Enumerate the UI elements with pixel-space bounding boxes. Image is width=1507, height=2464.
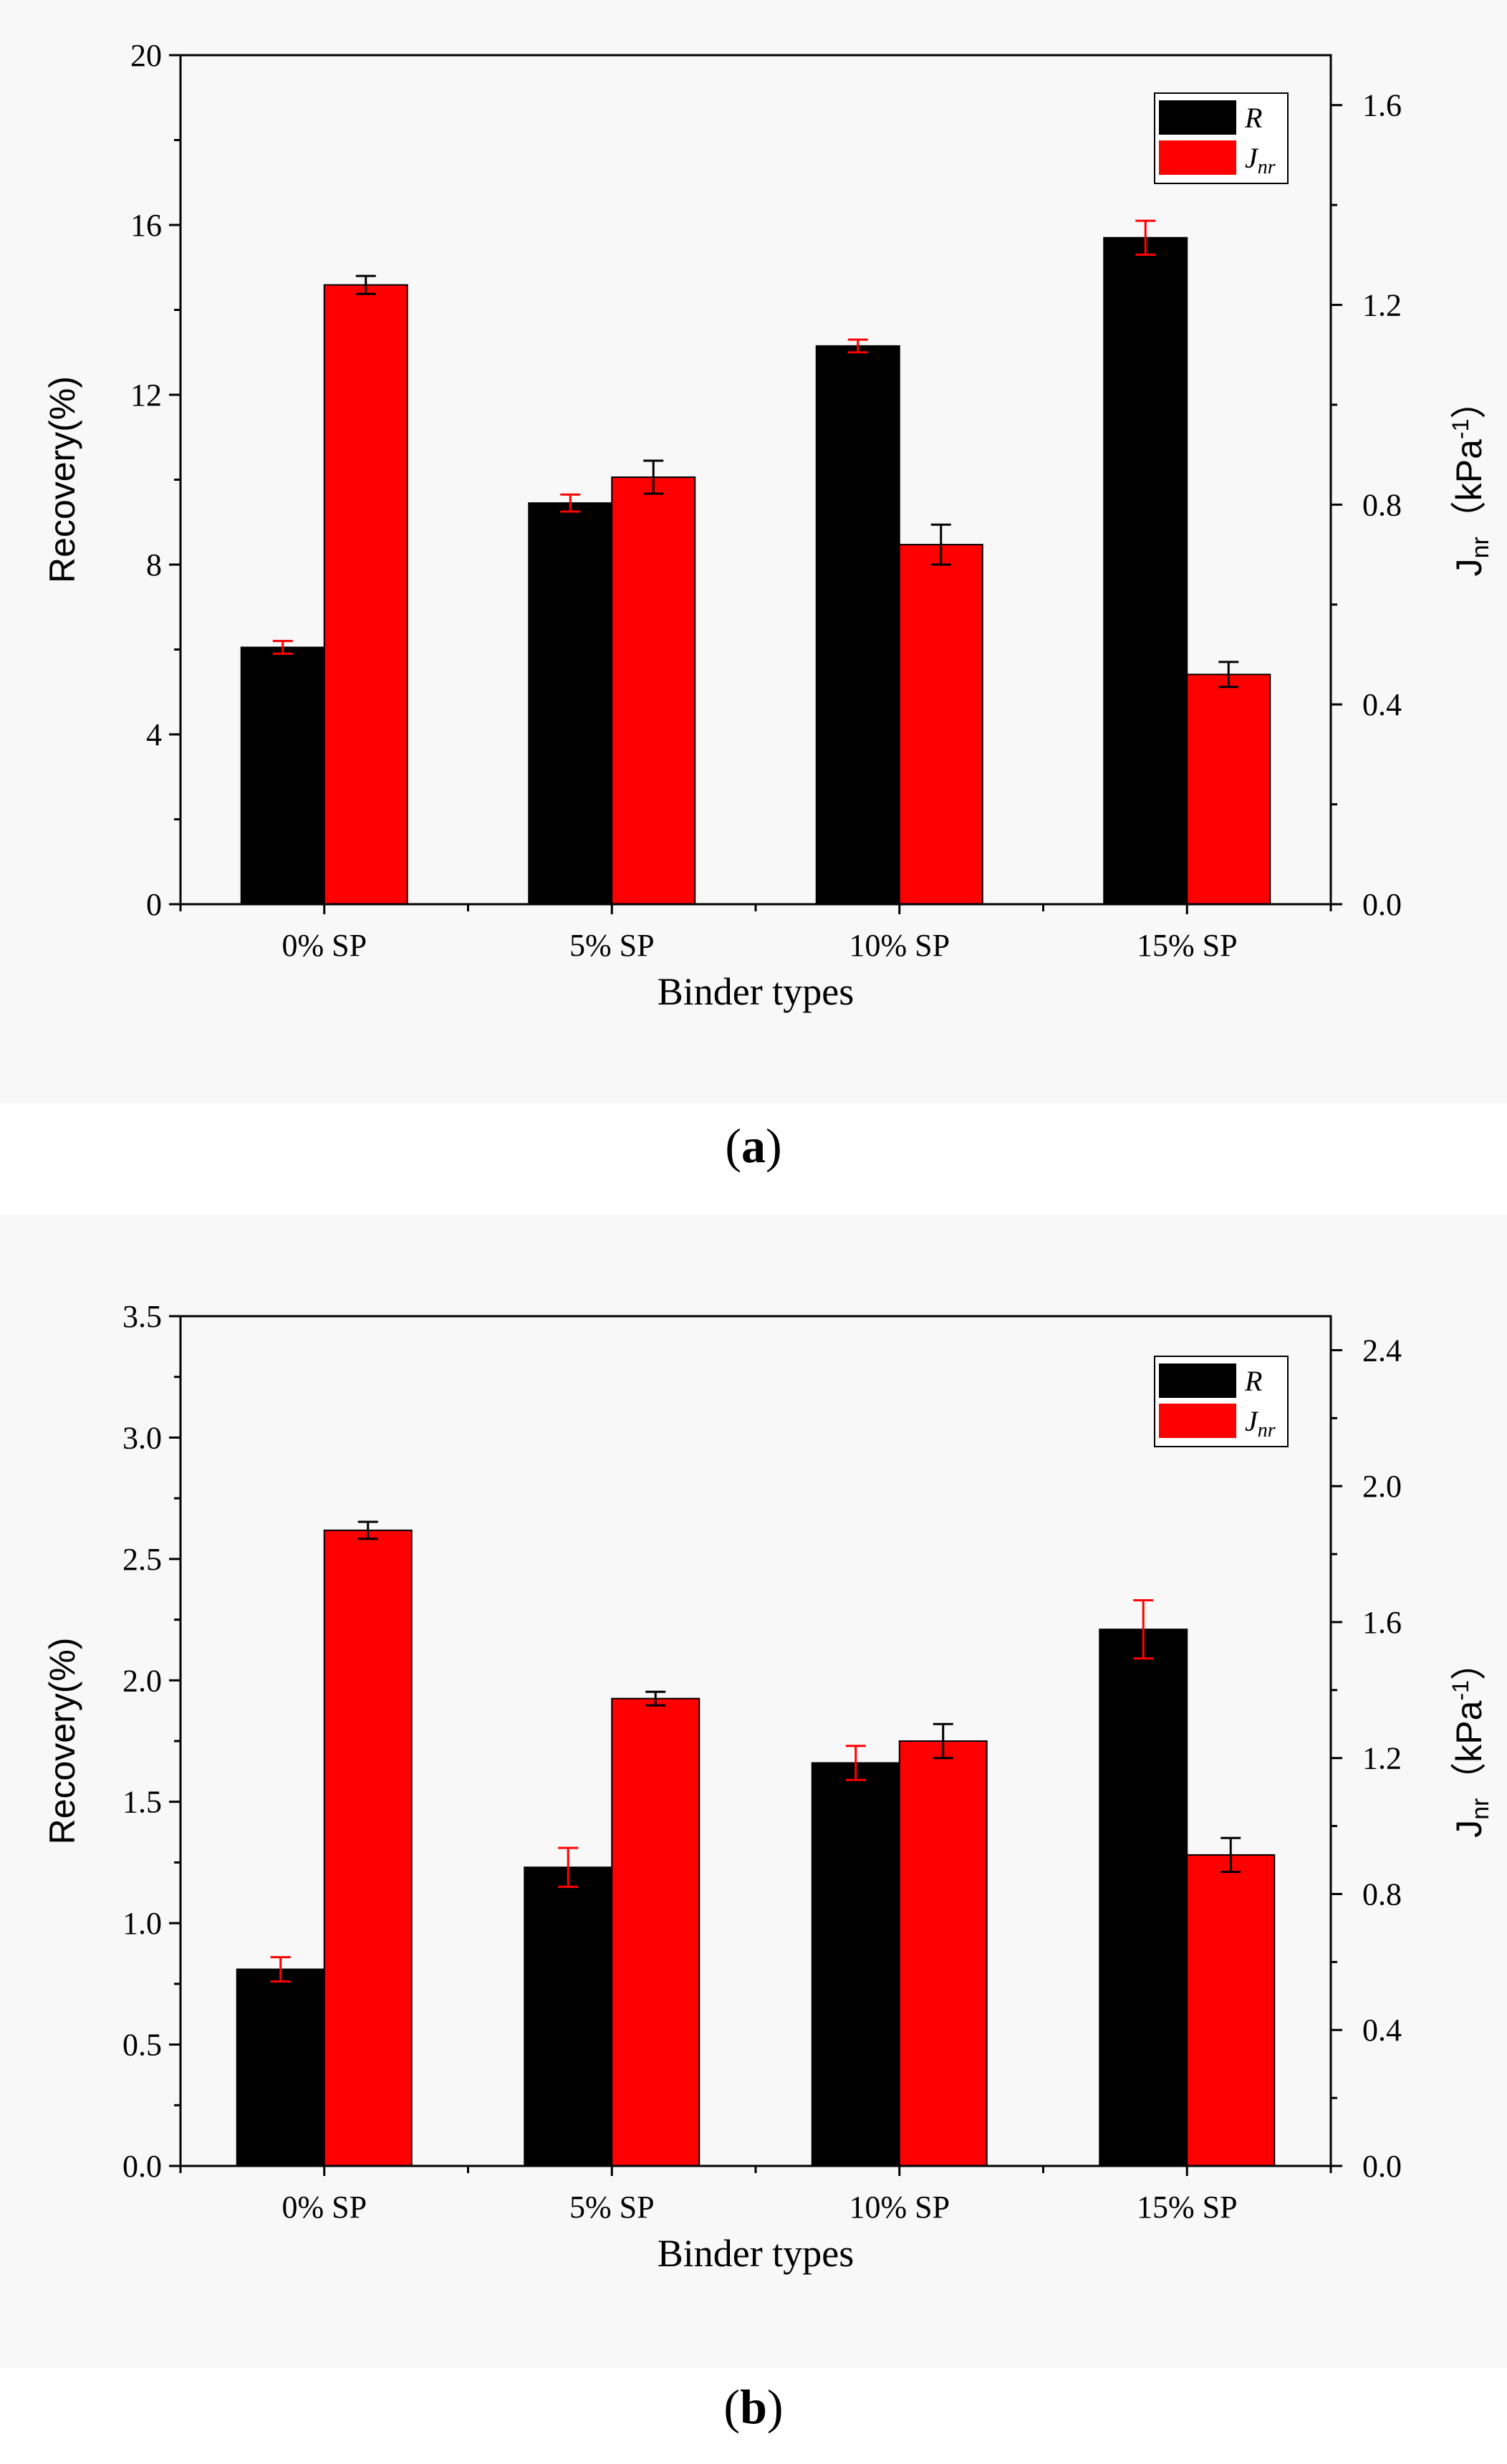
y-left-tick-label-2: 1.0 <box>122 1906 162 1941</box>
caption-a-letter: a <box>741 1118 766 1173</box>
bar-jnr-3 <box>1186 1854 1276 2167</box>
chart-b: 0% SP 5% SP 10% SP 15% SP 0.0 0.5 1.0 1.5 2.0 2.5… <box>42 1299 1494 2275</box>
y-left-tick-label-4: 2.0 <box>122 1663 162 1698</box>
x-tick-label-3: 15% SP <box>1137 2190 1238 2225</box>
y-right-axis-title: Jnr（kPa-1） <box>1448 383 1494 577</box>
legend-label-jnr-main: J <box>1245 1405 1259 1437</box>
bar-jnr-2 <box>898 1740 988 2167</box>
y-right-tick-label-2: 0.8 <box>1362 1876 1402 1912</box>
legend-label-r: R <box>1244 102 1262 134</box>
y-right-axis-title: Jnr（kPa-1） <box>1448 1644 1494 1838</box>
bar-r-0 <box>236 1968 325 2167</box>
y-right-axis-title-main: J <box>1449 1820 1489 1838</box>
y-left-tick-label-5: 2.5 <box>122 1542 162 1577</box>
legend-swatch-r <box>1159 1363 1236 1398</box>
y-right-axis-title-sup: -1 <box>1448 419 1473 439</box>
legend-label-jnr-sub: nr <box>1258 1419 1276 1442</box>
y-right-tick-label-4: 1.6 <box>1362 88 1402 123</box>
caption-a: (a) <box>725 1118 782 1173</box>
y-left-axis-title: Recovery(%) <box>42 376 82 583</box>
caption-b-letter: b <box>740 2379 767 2434</box>
chart-a: 0% SP 5% SP 10% SP 15% SP 0 4 8 12 16 20 0.0 0.4 0.8… <box>42 38 1494 1013</box>
x-tick-label-3: 15% SP <box>1137 928 1238 963</box>
y-right-tick-label-6: 2.4 <box>1362 1333 1402 1368</box>
y-right-tick-label-0: 0.0 <box>1362 2149 1402 2184</box>
x-tick-label-2: 10% SP <box>849 2190 950 2225</box>
y-right-tick-label-2: 0.8 <box>1362 487 1402 522</box>
y-right-axis-title-sub: nr <box>1467 537 1494 558</box>
legend-label-jnr-main: J <box>1245 142 1259 174</box>
caption-b: (b) <box>723 2379 784 2434</box>
y-left-tick-label-0: 0 <box>146 887 162 922</box>
y-right-axis-title-sup: -1 <box>1448 1680 1473 1700</box>
bar-jnr-0 <box>323 284 408 906</box>
y-right-axis-title-unit: （kPa <box>1449 439 1489 537</box>
x-axis-title: Binder types <box>658 2232 854 2275</box>
legend-label-jnr: Jnr <box>1245 1405 1276 1442</box>
y-right-tick-label-3: 1.2 <box>1362 288 1402 323</box>
legend-label-r: R <box>1244 1365 1262 1397</box>
y-right-axis-title-close: ） <box>1449 1644 1489 1680</box>
x-tick-label-1: 5% SP <box>569 2190 655 2225</box>
y-left-tick-label-6: 3.0 <box>122 1420 162 1455</box>
legend-label-jnr-sub: nr <box>1258 156 1276 178</box>
x-tick-label-0: 0% SP <box>281 2190 367 2225</box>
x-tick-label-1: 5% SP <box>569 928 655 963</box>
legend-swatch-jnr <box>1159 1404 1236 1438</box>
y-right-axis-title-sub: nr <box>1467 1798 1494 1820</box>
bar-r-2 <box>815 345 900 905</box>
legend-swatch-jnr <box>1159 140 1236 175</box>
bar-jnr-3 <box>1186 673 1271 906</box>
bar-r-2 <box>811 1762 900 2167</box>
y-right-tick-label-3: 1.2 <box>1362 1741 1402 1776</box>
bar-jnr-2 <box>898 544 983 906</box>
y-left-tick-label-5: 20 <box>130 38 162 73</box>
y-left-tick-label-1: 4 <box>146 717 162 752</box>
legend-label-jnr: Jnr <box>1245 142 1276 178</box>
y-right-tick-label-4: 1.6 <box>1362 1605 1402 1640</box>
x-tick-label-0: 0% SP <box>281 928 367 963</box>
bar-jnr-1 <box>611 476 696 905</box>
y-left-tick-label-0: 0.0 <box>122 2149 162 2184</box>
y-right-axis-title-unit: （kPa <box>1449 1700 1489 1798</box>
x-axis-title: Binder types <box>658 970 854 1013</box>
y-left-tick-label-1: 0.5 <box>122 2028 162 2063</box>
y-right-tick-label-5: 2.0 <box>1362 1469 1402 1504</box>
y-left-axis-title: Recovery(%) <box>42 1638 82 1845</box>
bar-r-1 <box>524 1866 613 2167</box>
bar-jnr-1 <box>611 1697 700 2167</box>
y-left-tick-label-3: 12 <box>130 378 162 413</box>
y-left-tick-label-3: 1.5 <box>122 1785 162 1820</box>
y-right-tick-label-0: 0.0 <box>1362 887 1402 922</box>
bar-jnr-0 <box>323 1529 413 2167</box>
y-left-tick-label-2: 8 <box>146 547 162 583</box>
y-left-tick-label-7: 3.5 <box>122 1299 162 1334</box>
legend-swatch-r <box>1159 100 1236 135</box>
x-tick-label-2: 10% SP <box>849 928 950 963</box>
y-right-tick-label-1: 0.4 <box>1362 687 1402 722</box>
y-left-tick-label-4: 16 <box>130 208 162 243</box>
y-right-axis-title-main: J <box>1449 558 1489 576</box>
bar-r-3 <box>1099 1629 1188 2167</box>
y-right-tick-label-1: 0.4 <box>1362 2013 1402 2048</box>
bar-r-3 <box>1103 236 1188 905</box>
y-right-axis-title-close: ） <box>1449 383 1489 419</box>
bar-r-0 <box>240 646 325 905</box>
bar-r-1 <box>528 502 613 905</box>
